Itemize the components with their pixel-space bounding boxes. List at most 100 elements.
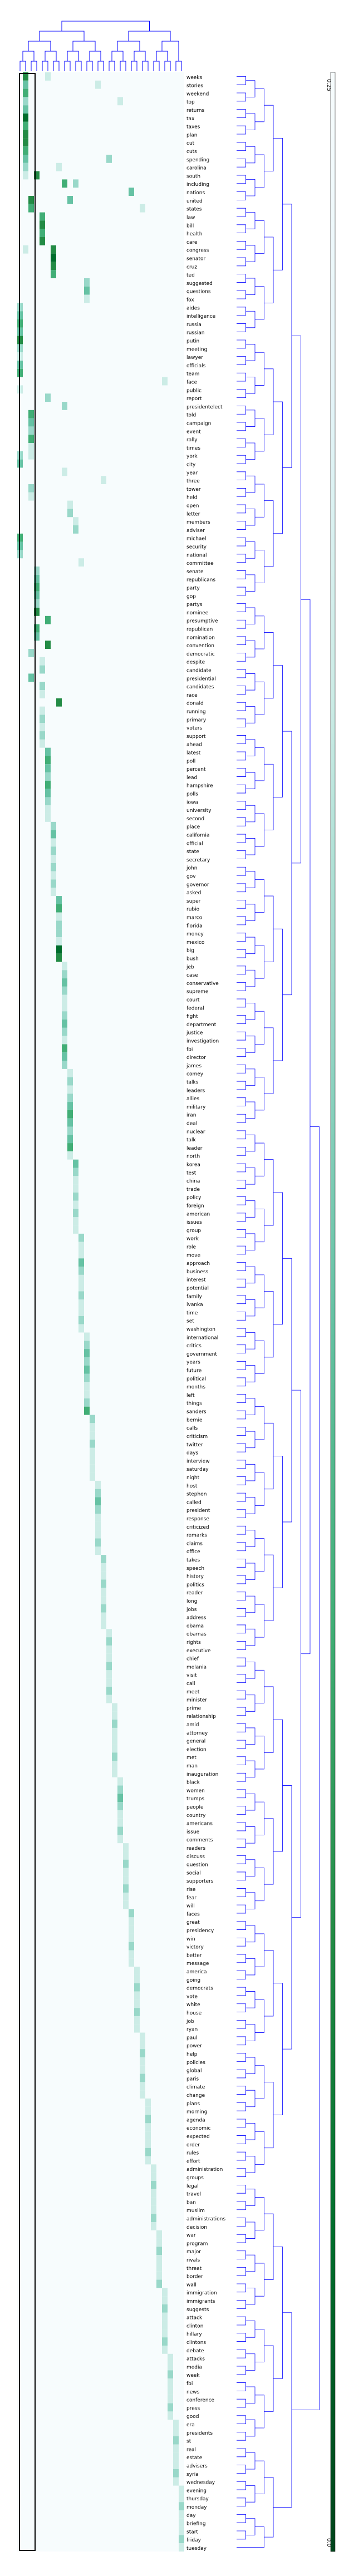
row-dendrogram-link (255, 2395, 264, 2429)
row-label: program (186, 2241, 208, 2247)
heatmap-cell (101, 1621, 106, 1629)
heatmap-cell (173, 2469, 179, 2478)
highlight-box (19, 73, 36, 2551)
row-dendrogram-link (292, 1126, 320, 2411)
row-label: republican (186, 627, 213, 632)
heatmap-cell (106, 1678, 112, 1687)
heatmap-cell (73, 1200, 78, 1209)
row-dendrogram-link (237, 2333, 246, 2342)
row-label: washington (186, 1327, 215, 1333)
heatmap-cell (23, 138, 28, 147)
row-dendrogram-link (245, 739, 256, 756)
row-label: interest (186, 1278, 206, 1283)
row-dendrogram-link (245, 2057, 256, 2074)
row-label: speech (186, 1566, 204, 1572)
heatmap-cell (117, 1826, 123, 1835)
heatmap-cell (28, 673, 34, 682)
column-dendrogram-link (156, 51, 168, 61)
row-dendrogram-link (237, 389, 246, 398)
row-dendrogram-link (237, 422, 246, 431)
row-label: public (186, 388, 202, 393)
heatmap-cell (56, 896, 62, 904)
row-label: business (186, 1269, 209, 1275)
row-label: news (186, 2390, 200, 2395)
row-dendrogram-link (237, 1904, 246, 1914)
row-dendrogram-link (264, 500, 274, 567)
row-label: nuclear (186, 1129, 205, 1135)
heatmap-cell (62, 978, 67, 987)
row-label: russian (186, 331, 205, 336)
colorbar (330, 72, 336, 2552)
column-dendrogram-link (22, 51, 35, 61)
row-dendrogram-link (237, 2135, 246, 2144)
row-dendrogram-link (237, 307, 246, 316)
heatmap-cell (151, 2180, 156, 2189)
row-dendrogram-link (255, 352, 264, 386)
row-label: going (186, 1978, 200, 1983)
heatmap-cell (73, 1217, 78, 1226)
row-dendrogram-link (255, 1011, 264, 1045)
row-dendrogram-link (237, 1641, 246, 1650)
row-dendrogram-link (245, 1859, 256, 1876)
row-label: muslim (186, 2208, 205, 2214)
heatmap-cell (101, 1555, 106, 1563)
heatmap-cell (56, 945, 62, 954)
row-dendrogram-link (245, 442, 256, 460)
column-dendrogram-link (61, 21, 150, 31)
row-label: administration (186, 2167, 223, 2173)
row-dendrogram-link (237, 1460, 246, 1469)
column-dendrogram-link (42, 61, 48, 71)
row-label: americans (186, 1821, 213, 1827)
heatmap-cell (84, 1332, 90, 1341)
column-dendrogram-link (128, 31, 171, 41)
heatmap-cell (23, 105, 28, 114)
column-dendrogram-link (120, 61, 126, 71)
row-label: fbi (186, 1047, 193, 1052)
row-label: syria (186, 2472, 199, 2478)
row-dendrogram-link (237, 1921, 246, 1930)
row-label: clinton (186, 2323, 203, 2329)
row-label: wednesday (186, 2480, 215, 2486)
row-label: russia (186, 322, 202, 328)
heatmap-cell (23, 146, 28, 155)
heatmap-cell (145, 2156, 151, 2165)
row-label: months (186, 1385, 205, 1390)
heatmap-cell (106, 1653, 112, 1662)
row-label: minister (186, 1698, 207, 1703)
row-label: michael (186, 536, 206, 542)
heatmap-cell (117, 1810, 123, 1819)
row-dendrogram-link (237, 636, 246, 646)
row-label: asked (186, 890, 201, 896)
row-dendrogram-link (245, 1431, 256, 1449)
row-dendrogram-link (237, 570, 246, 579)
row-dendrogram-link (237, 2086, 246, 2095)
colorbar-tick-label: 0.0 (326, 2538, 332, 2547)
heatmap-cell (62, 986, 67, 995)
column-dendrogram-link (134, 51, 146, 61)
row-dendrogram-link (245, 904, 256, 921)
heatmap-cell (45, 789, 51, 797)
heatmap-cell (45, 805, 51, 814)
heatmap-cell (90, 1415, 95, 1424)
heatmap-cell (28, 451, 34, 460)
row-label: cuts (186, 149, 197, 155)
heatmap-cell (145, 2106, 151, 2115)
heatmap-cell (168, 2386, 173, 2395)
row-dendrogram-link (255, 484, 264, 518)
heatmap-cell (34, 599, 40, 608)
row-dendrogram-link (237, 1015, 246, 1024)
row-label: carolina (186, 166, 207, 171)
row-dendrogram-link (245, 311, 256, 328)
row-dendrogram-link (237, 2053, 246, 2062)
row-dendrogram-link (237, 1410, 246, 1420)
heatmap-cell (156, 2279, 162, 2288)
heatmap-cell (40, 229, 45, 238)
row-label: tower (186, 487, 201, 492)
row-dendrogram-link (273, 1192, 283, 1325)
row-dendrogram-link (237, 1987, 246, 1996)
heatmap-cell (84, 278, 90, 287)
heatmap-cell (129, 1950, 134, 1959)
row-label: aides (186, 306, 200, 311)
row-dendrogram-link (237, 1592, 246, 1600)
row-label: convention (186, 643, 214, 649)
